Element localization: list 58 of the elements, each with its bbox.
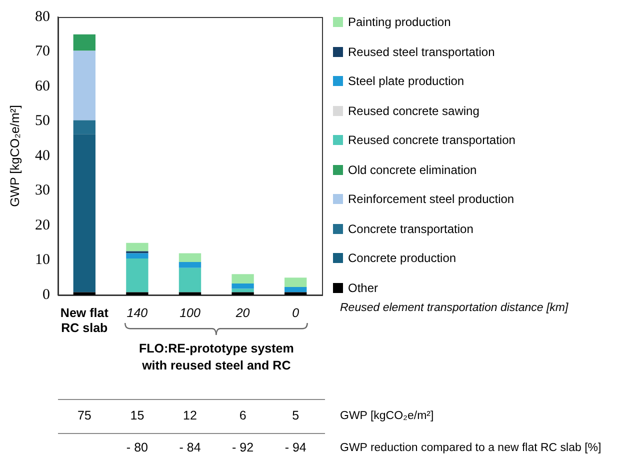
legend-label: Painting production xyxy=(348,15,451,29)
bar xyxy=(178,268,202,292)
bar xyxy=(232,288,254,292)
bar xyxy=(232,292,254,295)
bar xyxy=(178,262,202,268)
x-tick-label: 100 xyxy=(180,306,200,320)
text: - 92 xyxy=(232,440,254,454)
text: GWP reduction compared to a new flat RC slab [%] xyxy=(340,441,602,455)
bar xyxy=(178,253,202,262)
legend-label: Old concrete elimination xyxy=(348,162,477,177)
bar xyxy=(126,258,148,292)
text: GWP [kgCO₂e/m²] xyxy=(340,409,434,423)
bar xyxy=(73,120,96,134)
bar xyxy=(126,242,148,252)
x-tick-label: 20 xyxy=(234,306,250,320)
y-tick-label: 70 xyxy=(35,44,50,60)
text: 6 xyxy=(239,408,246,422)
y-tick-label: 30 xyxy=(35,182,50,199)
bar xyxy=(284,292,307,295)
bar xyxy=(232,274,254,284)
y-tick-label: 50 xyxy=(35,113,50,130)
bar xyxy=(73,34,96,51)
text: 5 xyxy=(292,408,300,422)
y-axis-title: GWP [kgCO₂e/m²] xyxy=(8,105,22,207)
legend-label: Reused steel transportation xyxy=(348,44,495,59)
bar xyxy=(284,278,307,288)
legend-label: Other xyxy=(348,281,378,295)
text: 12 xyxy=(183,408,197,422)
y-tick-label: 0 xyxy=(42,286,50,303)
bar xyxy=(126,292,148,295)
legend-label: Reused concrete sawing xyxy=(348,104,480,118)
text: Reused element transportation distance [km] xyxy=(340,301,568,315)
text: - 84 xyxy=(179,440,201,454)
y-tick-label: 80 xyxy=(35,8,50,25)
text: - 80 xyxy=(126,440,148,454)
bar xyxy=(178,292,202,295)
text: 75 xyxy=(77,408,92,422)
x-tick-label: 140 xyxy=(126,306,148,320)
bar xyxy=(232,284,254,289)
legend-label: Reinforcement steel production xyxy=(348,192,514,206)
y-tick-label: 10 xyxy=(35,252,50,268)
legend-label: Concrete production xyxy=(348,251,456,266)
text: FLO:RE-prototype system with reused steel and RC xyxy=(138,341,294,372)
legend-label: Concrete transportation xyxy=(348,222,474,236)
x-tick-label: New flat RC slab xyxy=(60,306,110,335)
bar xyxy=(73,50,96,120)
y-tick-label: 40 xyxy=(35,148,50,164)
y-tick-label: 20 xyxy=(35,217,50,234)
bar xyxy=(73,134,96,292)
y-tick-label: 60 xyxy=(35,78,50,94)
bar xyxy=(284,287,307,292)
bar xyxy=(126,253,148,259)
x-tick-label: 0 xyxy=(292,306,300,320)
text: 15 xyxy=(130,408,144,422)
text: - 94 xyxy=(284,440,306,454)
legend-label: Reused concrete transportation xyxy=(348,133,516,148)
bar xyxy=(73,292,96,295)
legend-label: Steel plate production xyxy=(348,74,464,88)
